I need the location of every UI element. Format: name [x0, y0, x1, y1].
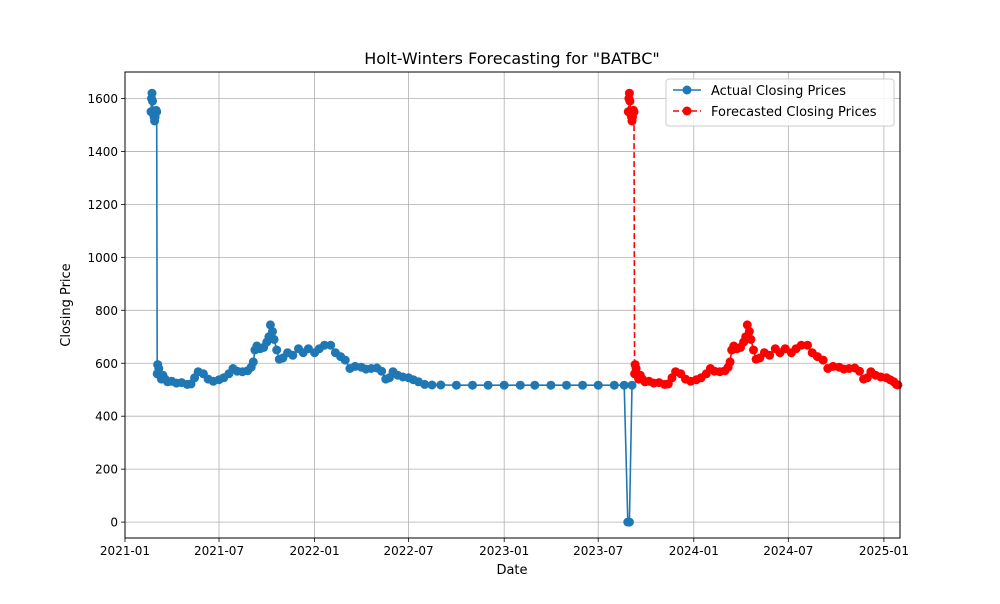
- y-tick-label: 1000: [87, 251, 118, 265]
- y-tick-label: 1600: [87, 92, 118, 106]
- actual-data-point: [326, 340, 336, 350]
- x-tick-label: 2021-07: [194, 544, 244, 558]
- y-tick-label: 600: [95, 357, 118, 371]
- forecast-data-point: [631, 364, 641, 373]
- actual-data-point: [269, 334, 279, 344]
- actual-data-point: [530, 380, 540, 390]
- actual-data-point: [420, 379, 430, 389]
- legend-box: [665, 78, 895, 127]
- axes-frame: [124, 71, 901, 539]
- actual-data-point: [562, 380, 571, 390]
- actual-data-point: [340, 355, 350, 365]
- actual-data-point: [627, 380, 637, 390]
- legend: Actual Closing Prices Forecasted Closing…: [665, 78, 895, 127]
- y-tick-label: 800: [95, 304, 118, 318]
- x-tick-label: 2024-07: [763, 544, 813, 558]
- forecast-data-point: [818, 355, 828, 365]
- actual-data-point: [320, 340, 329, 350]
- x-tick-label: 2022-01: [290, 544, 340, 558]
- forecast-data-point: [893, 380, 903, 390]
- x-tick-label: 2024-01: [669, 544, 719, 558]
- forecast-data-point: [746, 334, 756, 344]
- actual-data-point: [147, 88, 157, 98]
- x-tick-label: 2023-07: [573, 544, 623, 558]
- y-tick-label: 1200: [87, 198, 118, 212]
- y-tick-label: 1400: [87, 145, 118, 159]
- forecast-data-point: [855, 366, 864, 376]
- forecast-data-point: [629, 107, 639, 117]
- forecast-data-point: [744, 327, 754, 336]
- series-layer: [146, 88, 903, 527]
- actual-data-point: [546, 380, 556, 390]
- x-tick-label: 2025-01: [859, 544, 909, 558]
- legend-actual-label: Actual Closing Prices: [711, 84, 846, 99]
- x-tick-label: 2023-01: [479, 544, 529, 558]
- forecast-data-point: [625, 96, 635, 106]
- y-tick-label: 200: [95, 463, 118, 477]
- actual-data-point: [152, 107, 162, 117]
- actual-data-point: [377, 366, 387, 376]
- actual-data-point: [578, 380, 588, 390]
- actual-data-point: [268, 327, 277, 336]
- x-tick-label: 2022-07: [384, 544, 434, 558]
- actual-data-point: [288, 350, 298, 360]
- legend-forecast-marker: [682, 106, 692, 116]
- actual-data-point: [468, 380, 477, 390]
- actual-data-point: [436, 380, 446, 390]
- actual-data-point: [624, 517, 634, 527]
- actual-data-point: [515, 380, 525, 390]
- legend-forecast-label: Forecasted Closing Prices: [711, 105, 877, 120]
- actual-data-point: [609, 380, 619, 390]
- actual-data-point: [451, 380, 461, 390]
- chart-title: Holt-Winters Forecasting for "BATBC": [364, 49, 660, 68]
- actual-data-point: [427, 380, 437, 390]
- legend-actual-marker: [682, 85, 692, 95]
- actual-data-point: [593, 380, 603, 390]
- forecast-data-point: [765, 350, 775, 360]
- forecast-data-point: [796, 340, 806, 350]
- forecast-data-point: [803, 340, 812, 350]
- actual-data-point: [483, 380, 493, 390]
- actual-data-point: [499, 380, 509, 390]
- actual-data-point: [148, 96, 157, 106]
- forecast-data-point: [749, 345, 758, 355]
- x-tick-label: 2021-01: [100, 544, 150, 558]
- x-axis-label: Date: [496, 563, 527, 578]
- y-axis-label: Closing Price: [59, 263, 74, 346]
- forecast-data-point: [725, 357, 735, 367]
- y-tick-label: 0: [110, 516, 118, 530]
- grid: [124, 72, 900, 538]
- actual-data-point: [619, 380, 629, 390]
- plot-area: [125, 72, 900, 538]
- forecast-data-point: [624, 88, 634, 98]
- ticks: 2021-01 2021-07 2022-01 2022-07 2023-01 2023-…: [87, 92, 909, 558]
- y-tick-label: 400: [95, 410, 118, 424]
- actual-data-point: [248, 357, 258, 367]
- actual-data-point: [272, 345, 282, 355]
- actual-data-point: [154, 364, 164, 373]
